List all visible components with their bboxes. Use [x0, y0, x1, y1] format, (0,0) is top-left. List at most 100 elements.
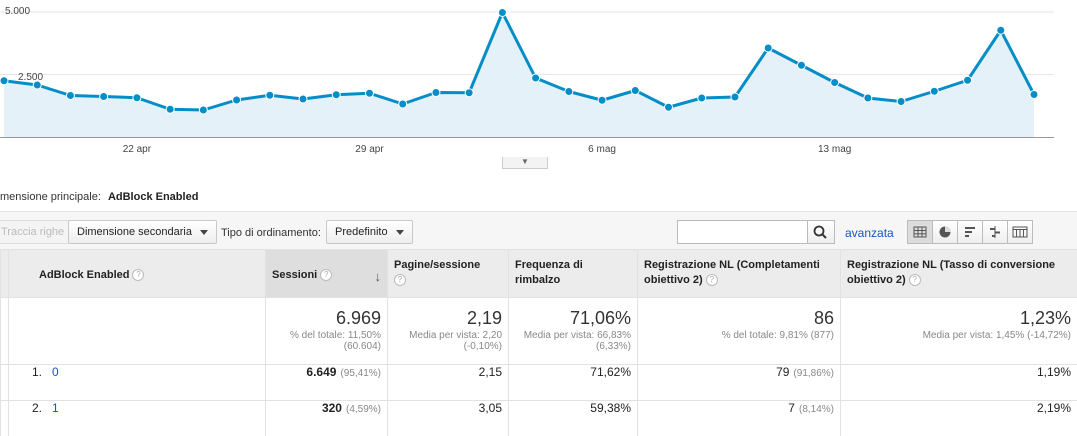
- data-point[interactable]: [1029, 90, 1039, 99]
- data-point[interactable]: [996, 25, 1006, 35]
- row-sessions-value: 320: [321, 401, 342, 415]
- secondary-dimension-dropdown[interactable]: Dimensione secondaria: [68, 220, 217, 244]
- column-header-label: AdBlock Enabled: [39, 269, 130, 281]
- column-header-label: Pagine/sessione: [394, 259, 481, 271]
- totals-row: 6.969 % del totale: 11,50% (60.604) 2,19…: [0, 297, 1077, 365]
- data-point[interactable]: [298, 94, 308, 104]
- data-point[interactable]: [664, 102, 674, 112]
- table-header-row: AdBlock Enabled? Sessioni? ↓ Pagine/sess…: [0, 249, 1077, 298]
- data-point[interactable]: [32, 80, 42, 90]
- data-point[interactable]: [464, 88, 474, 98]
- data-point[interactable]: [830, 78, 840, 87]
- total-subtext: % del totale: 11,50% (60.604): [290, 330, 381, 352]
- sort-type-dropdown[interactable]: Predefinito: [326, 220, 413, 244]
- help-icon[interactable]: ?: [705, 274, 718, 287]
- data-point[interactable]: [531, 73, 541, 83]
- x-tick-label: 13 mag: [817, 144, 852, 155]
- data-point[interactable]: [763, 43, 773, 53]
- data-point[interactable]: [165, 104, 175, 114]
- help-icon[interactable]: ?: [908, 274, 921, 287]
- row-nl-completions-cell: 79 (91,86%): [637, 364, 841, 401]
- data-point[interactable]: [730, 92, 740, 102]
- data-point[interactable]: [697, 93, 707, 103]
- primary-dimension-value[interactable]: AdBlock Enabled: [107, 191, 199, 203]
- total-subtext: Media per vista: 1,45% (-14,72%): [922, 330, 1071, 341]
- total-value: 86: [813, 308, 834, 328]
- column-header-bounce-rate[interactable]: Frequenza di rimbalzo: [508, 249, 638, 298]
- performance-view-button[interactable]: [957, 220, 983, 244]
- row-sessions-pct: (4,59%): [345, 404, 381, 415]
- data-point[interactable]: [398, 99, 408, 109]
- row-nl-rate-cell: 2,19%: [840, 400, 1077, 436]
- table-view-button[interactable]: [907, 220, 933, 244]
- total-subtext: % del totale: 9,81% (877): [721, 330, 834, 341]
- pie-view-button[interactable]: [932, 220, 958, 244]
- data-point[interactable]: [198, 105, 208, 115]
- data-point[interactable]: [963, 75, 973, 85]
- row-select-cell: [0, 400, 9, 436]
- row-dimension-cell: 2. 1: [8, 400, 266, 436]
- total-subtext: Media per vista: 66,83% (6,33%): [523, 330, 631, 352]
- column-header-sessions[interactable]: Sessioni? ↓: [265, 249, 388, 298]
- data-point[interactable]: [331, 90, 341, 100]
- comparison-view-button[interactable]: [982, 220, 1008, 244]
- x-tick-label: 29 apr: [355, 144, 384, 155]
- totals-cell-nl-rate: 1,23% Media per vista: 1,45% (-14,72%): [840, 297, 1077, 365]
- help-icon[interactable]: ?: [394, 274, 406, 287]
- table-search-input[interactable]: [677, 220, 808, 244]
- column-header-nl-completions[interactable]: Registrazione NL (Completamenti obiettiv…: [637, 249, 841, 298]
- data-point[interactable]: [431, 88, 441, 97]
- row-select-cell: [0, 364, 9, 401]
- advanced-filter-link[interactable]: avanzata: [845, 226, 894, 240]
- data-point[interactable]: [497, 8, 507, 17]
- row-index: 2.: [32, 401, 43, 415]
- row-sessions-cell: 6.649 (95,41%): [265, 364, 388, 401]
- chart-collapse-button[interactable]: ▼: [502, 157, 548, 169]
- search-button[interactable]: [807, 220, 835, 244]
- data-point[interactable]: [863, 93, 873, 103]
- data-point[interactable]: [99, 92, 109, 101]
- y-tick-label: 5.000: [5, 6, 31, 17]
- data-point[interactable]: [630, 86, 640, 95]
- column-header-label: Sessioni: [272, 269, 318, 281]
- primary-dimension-label: mensione principale:: [0, 191, 101, 203]
- plot-rows-button[interactable]: Traccia righe: [0, 220, 72, 244]
- data-point[interactable]: [132, 93, 142, 103]
- data-point[interactable]: [65, 91, 75, 100]
- help-icon[interactable]: ?: [132, 269, 145, 282]
- column-header-pages-per-session[interactable]: Pagine/sessione?: [387, 249, 509, 298]
- total-value: 2,19: [466, 308, 502, 328]
- totals-cell: [8, 297, 266, 365]
- data-point[interactable]: [0, 76, 9, 86]
- data-point[interactable]: [564, 87, 574, 96]
- sort-type-value: Predefinito: [335, 226, 388, 238]
- column-header-label: Frequenza di rimbalzo: [515, 259, 583, 286]
- help-icon[interactable]: ?: [320, 269, 333, 282]
- data-point[interactable]: [597, 95, 607, 105]
- row-dimension-link[interactable]: 1: [52, 401, 59, 415]
- caret-down-icon: [199, 229, 208, 235]
- row-sessions-cell: 320 (4,59%): [265, 400, 388, 436]
- row-bounce-cell: 71,62%: [508, 364, 638, 401]
- totals-cell-bounce: 71,06% Media per vista: 66,83% (6,33%): [508, 297, 638, 365]
- table-toolbar: Traccia righe Dimensione secondaria Tipo…: [0, 211, 1077, 249]
- data-point[interactable]: [232, 95, 242, 105]
- sort-descending-icon: ↓: [374, 269, 382, 284]
- total-value: 71,06%: [569, 308, 631, 328]
- data-point[interactable]: [929, 86, 939, 96]
- data-point[interactable]: [364, 88, 374, 98]
- row-dimension-link[interactable]: 0: [52, 365, 59, 379]
- row-nl-rate-cell: 1,19%: [840, 364, 1077, 401]
- row-pages-cell: 3,05: [387, 400, 509, 436]
- row-nl-completions-pct: (91,86%): [793, 368, 834, 379]
- sessions-chart: 5.000 2.500 22 apr 29 apr 6 mag 13 mag ▼: [0, 0, 1077, 172]
- sessions-area: [4, 12, 1034, 137]
- pivot-view-button[interactable]: [1007, 220, 1033, 244]
- data-point[interactable]: [796, 60, 806, 70]
- column-header-nl-rate[interactable]: Registrazione NL (Tasso di conversione o…: [840, 249, 1077, 298]
- column-header-dimension[interactable]: AdBlock Enabled?: [8, 249, 266, 298]
- data-point[interactable]: [896, 97, 906, 106]
- performance-view-icon: [965, 227, 975, 237]
- total-value: 1,23%: [1019, 308, 1071, 328]
- data-point[interactable]: [265, 90, 275, 100]
